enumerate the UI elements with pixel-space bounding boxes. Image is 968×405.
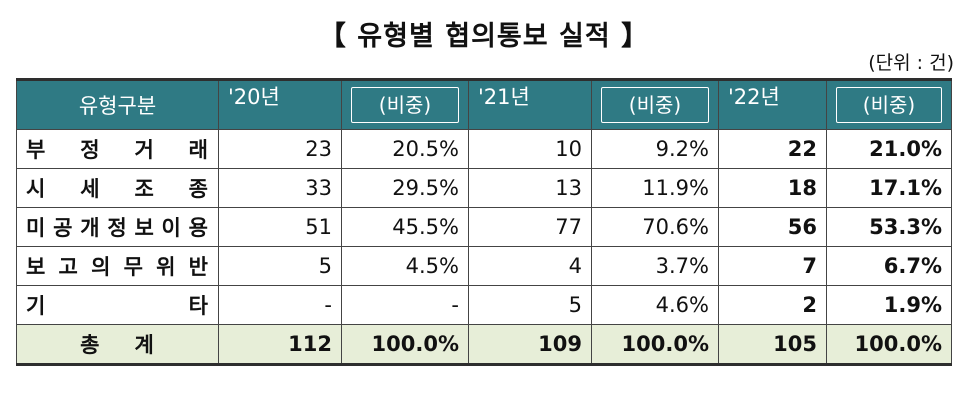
category-char: 보 [26, 255, 47, 279]
category-char: 시 [26, 177, 47, 201]
cell-y22: 2 [718, 285, 827, 325]
cell-y20: 5 [218, 246, 342, 286]
cell-r21: 100.0% [591, 324, 719, 365]
cell-r21: 9.2% [591, 129, 719, 169]
cell-y22: 56 [718, 207, 827, 247]
table-row: 보 고 의 무 위 반 5 4.5% 4 3.7% 7 6.7% [16, 246, 952, 286]
category-char: 부 [26, 138, 47, 162]
cell-r20: 45.5% [341, 207, 469, 247]
ratio-pill: (비중) [351, 87, 459, 123]
header-year-20: '20년 [218, 79, 342, 130]
category-char: 용 [188, 216, 209, 240]
cell-y21: 5 [468, 285, 592, 325]
cell-y22: 7 [718, 246, 827, 286]
table-row: 기 타 - -5 4.6% 2 1.9% [16, 285, 952, 325]
ratio-pill: (비중) [601, 87, 709, 123]
table-row: 미 공 개 정 보 이 용 51 45.5% 77 70.6% 56 53.3% [16, 207, 952, 247]
table-row: 시 세 조 종 33 29.5% 13 11.9% 18 17.1% [16, 168, 952, 208]
category-char: 총 [80, 333, 101, 357]
cell-y21: 4 [468, 246, 592, 286]
cell-r22: 100.0% [826, 324, 952, 365]
category-char: 거 [134, 138, 155, 162]
category-char: 래 [188, 138, 209, 162]
cell-y20: 23 [218, 129, 342, 169]
category-char: 미 [26, 216, 47, 240]
header-year-21: '21년 [468, 79, 592, 130]
cell-y20: 51 [218, 207, 342, 247]
category-char: 타 [188, 294, 209, 318]
category-char: 개 [80, 216, 101, 240]
category-char: 반 [188, 255, 209, 279]
category-char: 공 [53, 216, 74, 240]
cell-r22: 17.1% [826, 168, 952, 208]
cell-y21: 77 [468, 207, 592, 247]
cell-y22: 18 [718, 168, 827, 208]
cell-r20: 20.5% [341, 129, 469, 169]
category-char: 위 [156, 255, 177, 279]
cell-y20: 33 [218, 168, 342, 208]
header-ratio-20: (비중) [341, 79, 469, 130]
category-char: 보 [134, 216, 155, 240]
header-ratio-22: (비중) [826, 79, 952, 130]
page-title: 【 유형별 협의통보 실적 】 [318, 21, 650, 52]
cell-y20: 112 [218, 324, 342, 365]
category-char: 고 [58, 255, 79, 279]
cell-y22: 105 [718, 324, 827, 365]
cell-y20: - [218, 285, 342, 325]
cell-r21: 11.9% [591, 168, 719, 208]
cell-r21: 70.6% [591, 207, 719, 247]
category-char: 계 [134, 333, 155, 357]
table-row: 부 정 거 래 23 20.5% 10 9.2% 22 21.0% [16, 129, 952, 169]
cell-r20: 29.5% [341, 168, 469, 208]
header-row: 유형구분 '20년 (비중) '21년 (비중) '22년 (비중) [16, 79, 952, 130]
category-char: 기 [26, 294, 47, 318]
category-char: 무 [123, 255, 144, 279]
cell-y21: 109 [468, 324, 592, 365]
category-char: 정 [80, 138, 101, 162]
cell-r20: 100.0% [341, 324, 469, 365]
cell-y21: 13 [468, 168, 592, 208]
ratio-pill: (비중) [836, 87, 942, 123]
category-char: 이 [161, 216, 182, 240]
cell-r21: 3.7% [591, 246, 719, 286]
cell-y21: 10 [468, 129, 592, 169]
cell-r22: 21.0% [826, 129, 952, 169]
cell-r21: 4.6% [591, 285, 719, 325]
cell-r22: 53.3% [826, 207, 952, 247]
cell-r22: 1.9% [826, 285, 952, 325]
cell-r20: 4.5% [341, 246, 469, 286]
total-row: 총 계 112 100.0% 109 100.0% 105 100.0% [16, 324, 952, 365]
cell-y22: 22 [718, 129, 827, 169]
category-char: 의 [91, 255, 112, 279]
category-char: 정 [107, 216, 128, 240]
header-ratio-21: (비중) [591, 79, 719, 130]
cell-r22: 6.7% [826, 246, 952, 286]
header-category: 유형구분 [16, 79, 219, 130]
category-char: 세 [80, 177, 101, 201]
unit-label: (단위 : 건) [868, 52, 954, 74]
cell-r20: - [341, 285, 469, 325]
category-char: 종 [188, 177, 209, 201]
header-year-22: '22년 [718, 79, 827, 130]
category-char: 조 [134, 177, 155, 201]
